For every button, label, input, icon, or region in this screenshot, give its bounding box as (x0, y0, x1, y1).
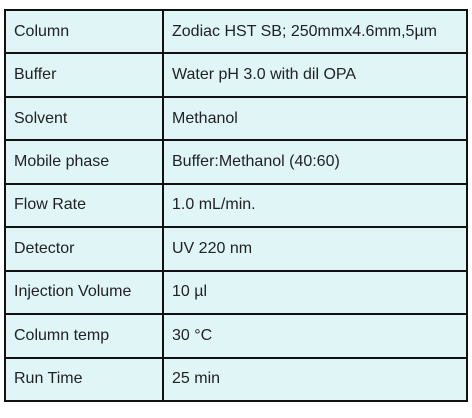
parameter-value: Methanol (162, 95, 468, 142)
parameter-name: Run Time (4, 356, 164, 402)
parameter-value: 1.0 mL/min. (162, 182, 468, 229)
table-row: Solvent Methanol (4, 95, 468, 142)
parameter-table: Column Zodiac HST SB; 250mmx4.6mm,5µm Buff… (4, 8, 468, 402)
table-row: Flow Rate 1.0 mL/min. (4, 182, 468, 229)
parameter-name: Column (4, 8, 164, 55)
parameter-value: 30 °C (162, 313, 468, 359)
parameter-name: Buffer (4, 52, 164, 98)
parameter-value: Water pH 3.0 with dil OPA (162, 52, 468, 98)
parameter-name: Detector (4, 226, 164, 272)
parameter-value: Buffer:Methanol (40:60) (162, 139, 468, 185)
parameter-name: Injection Volume (4, 269, 164, 316)
parameter-name: Mobile phase (4, 139, 164, 185)
parameter-value: UV 220 nm (162, 226, 468, 272)
table-row: Column temp 30 °C (4, 313, 468, 359)
table-body: Column Zodiac HST SB; 250mmx4.6mm,5µm Buff… (4, 8, 468, 402)
table-row: Column Zodiac HST SB; 250mmx4.6mm,5µm (4, 8, 468, 55)
table-row: Injection Volume 10 µl (4, 269, 468, 316)
parameter-value: Zodiac HST SB; 250mmx4.6mm,5µm (162, 8, 468, 55)
table-row: Mobile phase Buffer:Methanol (40:60) (4, 139, 468, 185)
table-row: Detector UV 220 nm (4, 226, 468, 272)
table-row: Buffer Water pH 3.0 with dil OPA (4, 52, 468, 98)
parameter-value: 10 µl (162, 269, 468, 316)
parameter-name: Solvent (4, 95, 164, 142)
table-row: Run Time 25 min (4, 356, 468, 402)
parameter-name: Column temp (4, 313, 164, 359)
parameter-name: Flow Rate (4, 182, 164, 229)
parameter-value: 25 min (162, 356, 468, 402)
